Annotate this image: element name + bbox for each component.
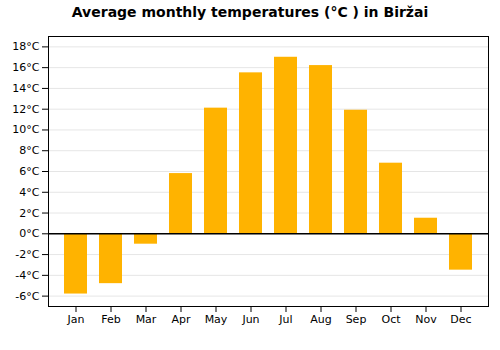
svg-text:18°C: 18°C (12, 40, 39, 53)
html-text:Average monthly temperatures (: Average monthly temperatures (°C ) in Bi… (71, 4, 429, 20)
svg-text:8°C: 8°C (19, 144, 39, 157)
svg-text:16°C: 16°C (12, 61, 39, 74)
svg-text:Jul: Jul (278, 313, 292, 326)
svg-text:2°C: 2°C (19, 207, 39, 220)
svg-text:Sep: Sep (346, 313, 367, 326)
svg-text:Oct: Oct (381, 313, 401, 326)
svg-text:Dec: Dec (450, 313, 471, 326)
svg-text:Mar: Mar (136, 313, 157, 326)
svg-text:10°C: 10°C (12, 123, 39, 136)
svg-text:-6°C: -6°C (15, 290, 39, 303)
svg-text:May: May (205, 313, 228, 326)
svg-text:12°C: 12°C (12, 103, 39, 116)
svg-text:Apr: Apr (171, 313, 191, 326)
svg-text:Jan: Jan (67, 313, 85, 326)
svg-text:-2°C: -2°C (15, 248, 39, 261)
svg-text:4°C: 4°C (19, 186, 39, 199)
svg-text:Feb: Feb (101, 313, 120, 326)
svg-text:Nov: Nov (415, 313, 437, 326)
svg-text:-4°C: -4°C (15, 269, 39, 282)
svg-text:6°C: 6°C (19, 165, 39, 178)
svg-text:0°C: 0°C (19, 227, 39, 240)
svg-text:Aug: Aug (310, 313, 331, 326)
svg-text:Jun: Jun (241, 313, 259, 326)
svg-text:14°C: 14°C (12, 82, 39, 95)
